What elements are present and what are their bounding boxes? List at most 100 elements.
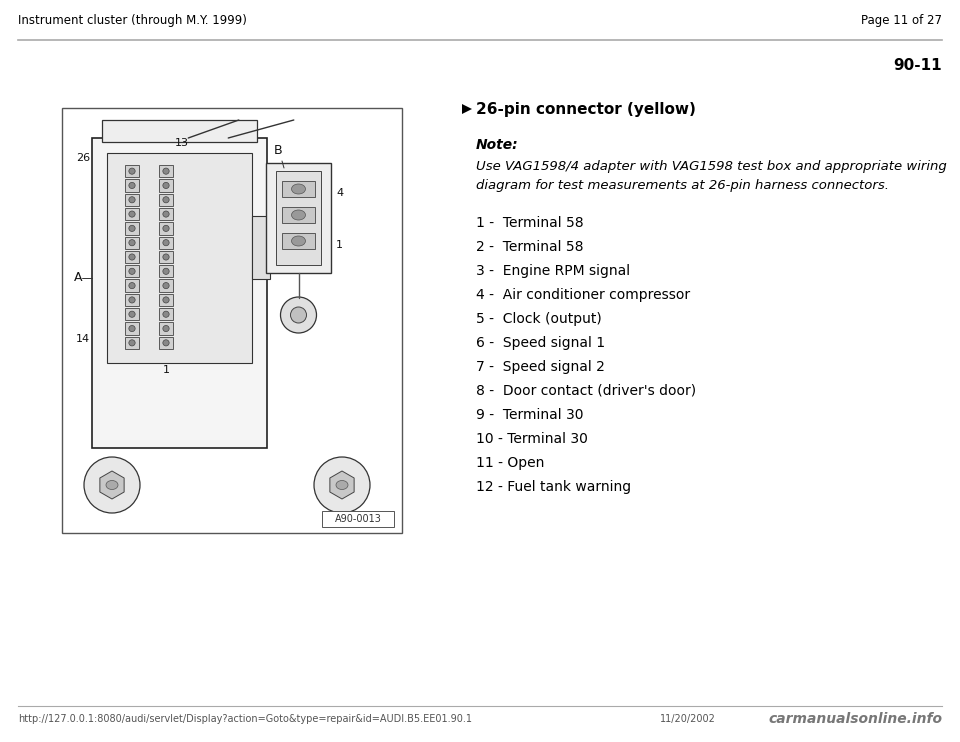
- Bar: [282, 233, 315, 249]
- Text: 12 - Fuel tank warning: 12 - Fuel tank warning: [476, 480, 631, 494]
- Text: 90-11: 90-11: [894, 58, 942, 73]
- Bar: [276, 171, 321, 265]
- Bar: [252, 216, 270, 279]
- Bar: [125, 265, 139, 278]
- Circle shape: [280, 297, 317, 333]
- Ellipse shape: [163, 197, 169, 203]
- Bar: [282, 181, 315, 197]
- Ellipse shape: [129, 197, 135, 203]
- Bar: [159, 280, 173, 292]
- Bar: [125, 194, 139, 206]
- Ellipse shape: [163, 340, 169, 346]
- Bar: [125, 294, 139, 306]
- Text: 1: 1: [162, 365, 170, 375]
- Text: 2 -  Terminal 58: 2 - Terminal 58: [476, 240, 584, 254]
- Text: 11 - Open: 11 - Open: [476, 456, 544, 470]
- Ellipse shape: [163, 326, 169, 332]
- Bar: [125, 308, 139, 321]
- Ellipse shape: [163, 268, 169, 275]
- Ellipse shape: [129, 326, 135, 332]
- Bar: [62, 108, 402, 533]
- Circle shape: [314, 457, 370, 513]
- Bar: [159, 294, 173, 306]
- Ellipse shape: [129, 340, 135, 346]
- Bar: [125, 208, 139, 220]
- Circle shape: [291, 307, 306, 323]
- Text: Page 11 of 27: Page 11 of 27: [861, 14, 942, 27]
- Polygon shape: [330, 471, 354, 499]
- Ellipse shape: [292, 184, 305, 194]
- Ellipse shape: [106, 481, 118, 490]
- Polygon shape: [100, 471, 124, 499]
- Text: 14: 14: [76, 335, 90, 344]
- Bar: [159, 223, 173, 234]
- Text: 4: 4: [336, 188, 343, 198]
- Ellipse shape: [163, 297, 169, 303]
- Bar: [159, 265, 173, 278]
- Text: Use VAG1598/4 adapter with VAG1598 test box and appropriate wiring
diagram for t: Use VAG1598/4 adapter with VAG1598 test …: [476, 160, 947, 191]
- Bar: [159, 322, 173, 335]
- Bar: [125, 223, 139, 234]
- Ellipse shape: [292, 210, 305, 220]
- Ellipse shape: [129, 240, 135, 246]
- Text: carmanualsonline.info: carmanualsonline.info: [768, 712, 942, 726]
- Ellipse shape: [129, 226, 135, 232]
- Bar: [159, 194, 173, 206]
- Bar: [125, 280, 139, 292]
- Bar: [102, 120, 257, 142]
- Text: 9 -  Terminal 30: 9 - Terminal 30: [476, 408, 584, 422]
- Bar: [107, 153, 252, 363]
- Bar: [125, 337, 139, 349]
- Ellipse shape: [163, 311, 169, 318]
- Text: 1 -  Terminal 58: 1 - Terminal 58: [476, 216, 584, 230]
- Text: 3 -  Engine RPM signal: 3 - Engine RPM signal: [476, 264, 630, 278]
- Text: 26: 26: [76, 153, 90, 163]
- Bar: [159, 165, 173, 177]
- Bar: [159, 237, 173, 249]
- Ellipse shape: [129, 268, 135, 275]
- Text: 7 -  Speed signal 2: 7 - Speed signal 2: [476, 360, 605, 374]
- Text: B: B: [274, 144, 282, 157]
- Ellipse shape: [336, 481, 348, 490]
- Bar: [266, 163, 331, 273]
- Bar: [159, 251, 173, 263]
- Polygon shape: [462, 104, 472, 114]
- Ellipse shape: [163, 168, 169, 174]
- Ellipse shape: [129, 211, 135, 217]
- Text: 8 -  Door contact (driver's door): 8 - Door contact (driver's door): [476, 384, 696, 398]
- Bar: [159, 208, 173, 220]
- Ellipse shape: [163, 240, 169, 246]
- Ellipse shape: [163, 226, 169, 232]
- Text: http://127.0.0.1:8080/audi/servlet/Display?action=Goto&type=repair&id=AUDI.B5.EE: http://127.0.0.1:8080/audi/servlet/Displ…: [18, 714, 472, 724]
- Bar: [159, 337, 173, 349]
- Ellipse shape: [163, 211, 169, 217]
- Ellipse shape: [163, 283, 169, 289]
- Text: 13: 13: [175, 138, 189, 148]
- Ellipse shape: [129, 297, 135, 303]
- Ellipse shape: [129, 283, 135, 289]
- Bar: [125, 237, 139, 249]
- Text: Note:: Note:: [476, 138, 518, 152]
- Bar: [322, 511, 394, 527]
- Text: Instrument cluster (through M.Y. 1999): Instrument cluster (through M.Y. 1999): [18, 14, 247, 27]
- Ellipse shape: [129, 311, 135, 318]
- Ellipse shape: [129, 183, 135, 188]
- Bar: [125, 180, 139, 191]
- Ellipse shape: [163, 183, 169, 188]
- Text: 1: 1: [336, 240, 343, 250]
- Bar: [125, 322, 139, 335]
- Bar: [125, 165, 139, 177]
- Ellipse shape: [129, 254, 135, 260]
- Bar: [125, 251, 139, 263]
- Text: 11/20/2002: 11/20/2002: [660, 714, 716, 724]
- Bar: [92, 138, 267, 448]
- Bar: [159, 308, 173, 321]
- Bar: [282, 207, 315, 223]
- Circle shape: [84, 457, 140, 513]
- Text: 26-pin connector (yellow): 26-pin connector (yellow): [476, 102, 696, 117]
- Text: 10 - Terminal 30: 10 - Terminal 30: [476, 432, 588, 446]
- Text: A90-0013: A90-0013: [335, 514, 381, 524]
- Text: 6 -  Speed signal 1: 6 - Speed signal 1: [476, 336, 605, 350]
- Ellipse shape: [163, 254, 169, 260]
- Bar: [159, 180, 173, 191]
